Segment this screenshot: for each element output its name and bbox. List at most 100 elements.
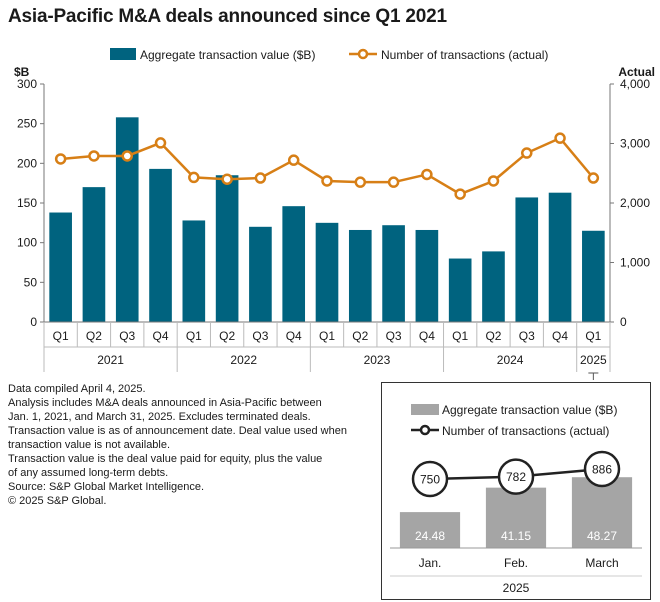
inset-transactions-label: 782 bbox=[506, 470, 526, 484]
footnote-line: Transaction value is as of announcement … bbox=[8, 425, 347, 437]
bar bbox=[415, 229, 439, 322]
right-tick-label: 0 bbox=[620, 315, 627, 329]
right-tick-label: 2,000 bbox=[620, 196, 650, 210]
year-label: 2021 bbox=[97, 353, 124, 367]
bar bbox=[149, 168, 172, 322]
right-tick-label: 1,000 bbox=[620, 256, 650, 270]
inset-x-tick-label: Feb. bbox=[504, 556, 528, 570]
legend-marker-line bbox=[357, 48, 369, 60]
left-tick-label: 250 bbox=[17, 117, 37, 131]
inset-transactions-label: 750 bbox=[420, 473, 440, 487]
left-tick-label: 200 bbox=[17, 156, 37, 170]
transactions-point bbox=[321, 175, 333, 187]
transactions-point bbox=[287, 154, 300, 166]
inset-bar bbox=[399, 512, 461, 548]
inset-legend-label-line: Number of transactions (actual) bbox=[442, 424, 609, 438]
x-tick-label: Q2 bbox=[86, 329, 102, 343]
transactions-point bbox=[354, 176, 367, 188]
inset-chart: Aggregate transaction value ($B) Number o… bbox=[390, 403, 642, 595]
year-label: 2022 bbox=[230, 353, 257, 367]
footnote-line: Transaction value is the deal value paid… bbox=[8, 453, 323, 465]
bar bbox=[49, 212, 72, 322]
x-tick-label: Q3 bbox=[519, 329, 535, 343]
inset-panel: Aggregate transaction value ($B) Number o… bbox=[381, 382, 651, 600]
transactions-point bbox=[54, 153, 67, 165]
transactions-point bbox=[188, 171, 200, 184]
x-tick-label: Q2 bbox=[352, 329, 368, 343]
x-tick-label: Q1 bbox=[319, 329, 335, 343]
transactions-point bbox=[421, 168, 433, 181]
bar bbox=[82, 187, 106, 322]
inset-x-tick-label: Jan. bbox=[419, 556, 442, 570]
x-tick-label: Q3 bbox=[252, 329, 268, 343]
left-axis-unit: $B bbox=[14, 65, 30, 79]
legend-label-bar: Aggregate transaction value ($B) bbox=[140, 48, 315, 62]
main-chart: Aggregate transaction value ($B) Number o… bbox=[14, 48, 655, 380]
bar bbox=[515, 197, 539, 322]
transactions-point bbox=[587, 172, 600, 184]
transactions-point bbox=[387, 176, 400, 188]
bar bbox=[315, 222, 339, 322]
bar bbox=[448, 258, 472, 322]
left-tick-label: 50 bbox=[24, 275, 38, 289]
left-tick-label: 0 bbox=[30, 315, 37, 329]
bar bbox=[249, 226, 272, 322]
inset-bar-value-label: 41.15 bbox=[501, 529, 531, 543]
footnote-line: Jan. 1, 2021, and March 31, 2025. Exclud… bbox=[8, 411, 311, 423]
inset-group-label: 2025 bbox=[503, 581, 530, 595]
footnote-line: transaction value is not available. bbox=[8, 439, 171, 451]
transactions-point bbox=[521, 147, 533, 159]
transactions-point bbox=[554, 132, 566, 144]
footnote-line: © 2025 S&P Global. bbox=[8, 495, 107, 507]
transactions-point bbox=[454, 188, 466, 200]
legend-label-line: Number of transactions (actual) bbox=[381, 48, 548, 62]
legend-swatch-bar bbox=[110, 48, 136, 60]
left-tick-label: 300 bbox=[17, 77, 37, 91]
x-tick-label: Q1 bbox=[53, 329, 69, 343]
right-tick-label: 4,000 bbox=[620, 77, 650, 91]
bar bbox=[115, 117, 139, 322]
x-tick-label: Q2 bbox=[485, 329, 501, 343]
transactions-point bbox=[154, 137, 167, 149]
x-tick-label: Q4 bbox=[552, 329, 568, 343]
x-tick-label: Q4 bbox=[286, 329, 302, 343]
x-tick-label: Q4 bbox=[153, 329, 169, 343]
bar bbox=[582, 230, 605, 322]
bar bbox=[482, 251, 505, 322]
right-tick-label: 3,000 bbox=[620, 137, 650, 151]
transactions-point bbox=[221, 173, 233, 185]
x-tick-label: Q3 bbox=[119, 329, 135, 343]
inset-legend-marker-line bbox=[419, 424, 431, 436]
inset-x-tick-label: March bbox=[585, 556, 618, 570]
bar bbox=[282, 206, 306, 322]
footnote-line: Data compiled April 4, 2025. bbox=[8, 383, 146, 395]
x-tick-label: Q3 bbox=[386, 329, 402, 343]
year-label: 2024 bbox=[497, 353, 524, 367]
inset-bar bbox=[485, 487, 547, 548]
footnote-line: of any assumed long-term debts. bbox=[8, 467, 169, 479]
bar bbox=[348, 229, 372, 322]
inset-legend-swatch-bar bbox=[411, 404, 439, 415]
chart-title: Asia-Pacific M&A deals announced since Q… bbox=[8, 6, 447, 27]
inset-bar bbox=[571, 477, 633, 548]
x-tick-label: Q2 bbox=[219, 329, 235, 343]
x-tick-label: Q1 bbox=[585, 329, 601, 343]
inset-legend-label-bar: Aggregate transaction value ($B) bbox=[442, 403, 617, 417]
footnote-line: Source: S&P Global Market Intelligence. bbox=[8, 481, 205, 493]
inset-transactions-point bbox=[411, 460, 449, 498]
year-label: 2025 bbox=[580, 353, 607, 367]
transactions-point bbox=[121, 150, 133, 162]
inset-bar-value-label: 24.48 bbox=[415, 529, 445, 543]
left-tick-label: 100 bbox=[17, 236, 37, 250]
bar bbox=[182, 220, 206, 322]
inset-transactions-label: 886 bbox=[592, 463, 612, 477]
bar bbox=[215, 175, 239, 322]
footnotes: Data compiled April 4, 2025. Analysis in… bbox=[8, 382, 368, 508]
transactions-point bbox=[487, 175, 500, 187]
bar bbox=[548, 192, 572, 322]
transactions-point bbox=[88, 150, 100, 162]
inset-bar-value-label: 48.27 bbox=[587, 529, 617, 543]
inset-transactions-point bbox=[497, 458, 535, 495]
year-label: 2023 bbox=[364, 353, 391, 367]
x-tick-label: Q4 bbox=[419, 329, 435, 343]
